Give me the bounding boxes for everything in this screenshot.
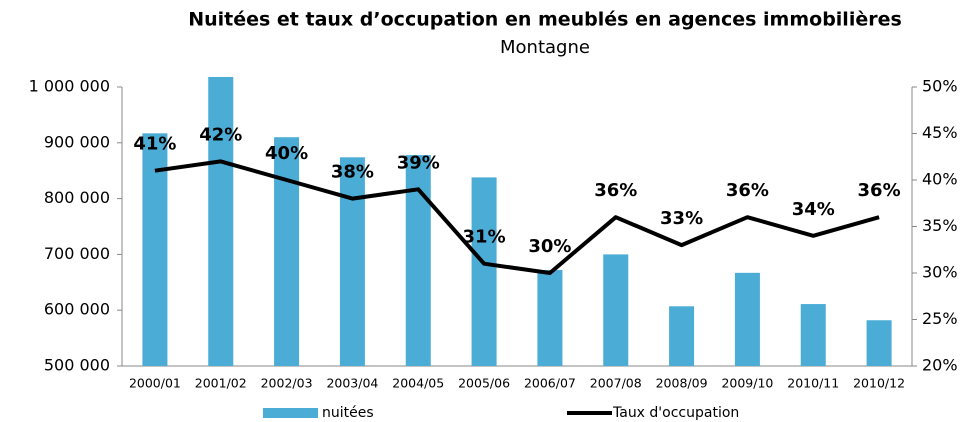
y-tick-label: 600 000 — [44, 300, 110, 319]
bar — [274, 137, 300, 366]
data-label: 31% — [463, 227, 506, 248]
legend-swatch — [263, 408, 318, 418]
data-label: 33% — [660, 208, 703, 229]
x-tick-label: 2003/04 — [326, 376, 378, 391]
x-tick-label: 2000/01 — [129, 376, 181, 391]
legend-label: nuitées — [322, 405, 374, 421]
bar — [603, 254, 629, 366]
y2-tick-label: 25% — [922, 309, 958, 328]
bar — [537, 270, 563, 366]
bar — [734, 272, 760, 366]
data-label: 36% — [726, 180, 769, 201]
x-tick-label: 2005/06 — [458, 376, 510, 391]
data-label: 34% — [792, 199, 835, 220]
x-tick-label: 2004/05 — [392, 376, 444, 391]
data-label: 40% — [265, 143, 308, 164]
bar — [471, 177, 497, 366]
bar — [866, 320, 892, 366]
y2-tick-label: 40% — [922, 170, 958, 189]
data-label: 38% — [331, 162, 374, 183]
bar — [405, 155, 431, 366]
x-tick-label: 2009/10 — [721, 376, 773, 391]
y-tick-label: 1 000 000 — [29, 77, 110, 96]
bar — [339, 157, 365, 366]
y2-tick-label: 20% — [922, 356, 958, 375]
chart-title: Nuitées et taux d’occupation en meublés … — [188, 9, 902, 31]
x-tick-label: 2010/11 — [787, 376, 839, 391]
legend-label: Taux d'occupation — [612, 405, 739, 421]
x-tick-label: 2001/02 — [195, 376, 247, 391]
data-label: 42% — [199, 124, 242, 145]
bar — [800, 304, 826, 366]
data-label: 39% — [397, 152, 440, 173]
x-tick-label: 2006/07 — [524, 376, 576, 391]
bar — [669, 306, 695, 366]
x-tick-label: 2007/08 — [590, 376, 642, 391]
y2-tick-label: 50% — [922, 77, 958, 96]
y2-tick-label: 30% — [922, 263, 958, 282]
data-label: 36% — [594, 180, 637, 201]
data-label: 30% — [528, 236, 571, 257]
line — [154, 159, 880, 275]
y2-tick-label: 35% — [922, 216, 958, 235]
x-tick-label: 2002/03 — [261, 376, 313, 391]
data-label: 41% — [133, 134, 176, 155]
y-tick-label: 900 000 — [44, 132, 110, 151]
y-tick-label: 500 000 — [44, 356, 110, 375]
chart-subtitle: Montagne — [500, 37, 590, 58]
data-label: 36% — [858, 180, 901, 201]
bar — [208, 76, 234, 367]
x-tick-label: 2010/12 — [853, 376, 905, 391]
x-tick-label: 2008/09 — [656, 376, 708, 391]
y-tick-label: 800 000 — [44, 188, 110, 207]
bar — [142, 133, 168, 366]
y-tick-label: 700 000 — [44, 244, 110, 263]
y2-tick-label: 45% — [922, 123, 958, 142]
